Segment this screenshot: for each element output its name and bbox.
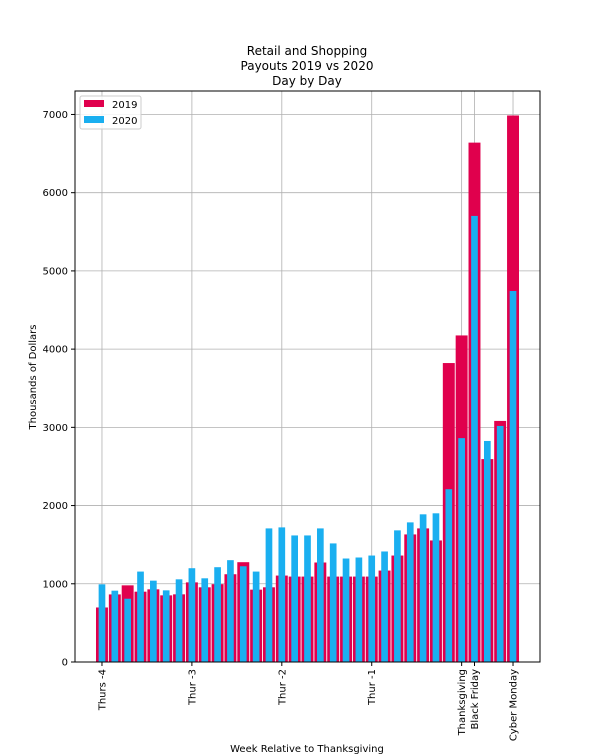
x-tick-label: Thur -1 <box>367 669 378 706</box>
y-tick-label: 2000 <box>43 501 68 512</box>
x-axis-label: Week Relative to Thanksgiving <box>230 744 384 755</box>
bar-2020-day-21 <box>368 555 376 662</box>
bar-2020-day-32 <box>509 291 517 662</box>
y-tick-label: 3000 <box>43 423 68 434</box>
legend: 2019 2020 <box>79 95 142 130</box>
bar-2020-day-8 <box>201 578 209 662</box>
y-tick-label: 5000 <box>43 266 68 277</box>
bar-2020-day-30 <box>483 440 491 662</box>
bar-2020-day-26 <box>432 513 440 662</box>
bar-2020-day-24 <box>406 522 414 662</box>
chart-title-line-2: Payouts 2019 vs 2020 <box>241 59 374 73</box>
bar-2020-day-10 <box>227 560 234 662</box>
bar-2020-day-7 <box>188 568 196 662</box>
bar-2020-day-13 <box>265 528 273 662</box>
y-tick-label: 7000 <box>43 110 68 121</box>
bar-2020-day-5 <box>162 590 170 662</box>
bar-2020-day-11 <box>239 566 247 662</box>
chart-title: Retail and Shopping Payouts 2019 vs 2020… <box>241 44 374 88</box>
bar-2020-day-28 <box>458 438 465 662</box>
bar-2020-day-1 <box>111 590 119 662</box>
x-tick-label: Thanksgiving <box>457 669 468 736</box>
bar-2020-day-15 <box>291 535 298 662</box>
bar-2020-day-25 <box>419 514 427 662</box>
bar-2020-day-12 <box>252 571 260 662</box>
bar-2020-day-2 <box>124 598 132 662</box>
bar-2020-day-18 <box>329 543 337 662</box>
bar-2020-day-0 <box>98 584 106 662</box>
y-tick-label: 1000 <box>43 579 68 590</box>
bar-2020-day-23 <box>394 530 401 662</box>
bar-2020-day-9 <box>214 567 221 662</box>
legend-swatch-2020 <box>84 116 104 123</box>
bar-2020-day-19 <box>342 558 350 662</box>
x-axis-ticks: Thurs -4 Thur -3 Thur -2 Thur -1 Thanksgivin… <box>97 662 520 741</box>
bar-2020-day-6 <box>175 579 183 662</box>
y-axis-ticks: 0 1000 2000 3000 4000 5000 6000 7000 <box>43 110 75 669</box>
legend-label-2019: 2019 <box>112 100 137 111</box>
x-tick-label: Thur -2 <box>277 669 288 706</box>
bar-2020-day-27 <box>445 489 453 662</box>
bars <box>96 115 519 663</box>
legend-swatch-2019 <box>84 100 104 107</box>
y-tick-label: 4000 <box>43 345 68 356</box>
y-tick-label: 6000 <box>43 188 68 199</box>
x-tick-label: Cyber Monday <box>509 669 520 741</box>
bar-2020-day-20 <box>355 557 363 662</box>
bar-2020-day-22 <box>381 551 388 662</box>
x-tick-label: Thur -3 <box>187 669 198 706</box>
chart-title-line-1: Retail and Shopping <box>247 44 367 58</box>
bar-2020-day-4 <box>150 580 157 662</box>
x-tick-label: Thurs -4 <box>97 669 108 711</box>
legend-label-2020: 2020 <box>112 116 137 127</box>
plot-area-frame <box>74 90 541 663</box>
chart-title-line-3: Day by Day <box>272 74 342 88</box>
y-tick-label: 0 <box>62 658 68 669</box>
bar-2020-day-16 <box>304 535 311 662</box>
bar-2020-day-17 <box>317 528 324 662</box>
x-tick-label: Black Friday <box>470 669 481 730</box>
y-axis-label: Thousands of Dollars <box>28 325 39 431</box>
bar-2020-day-14 <box>278 527 286 662</box>
bar-2020-day-29 <box>471 215 478 663</box>
bar-2020-day-3 <box>137 571 144 662</box>
bar-2020-day-31 <box>496 425 504 662</box>
